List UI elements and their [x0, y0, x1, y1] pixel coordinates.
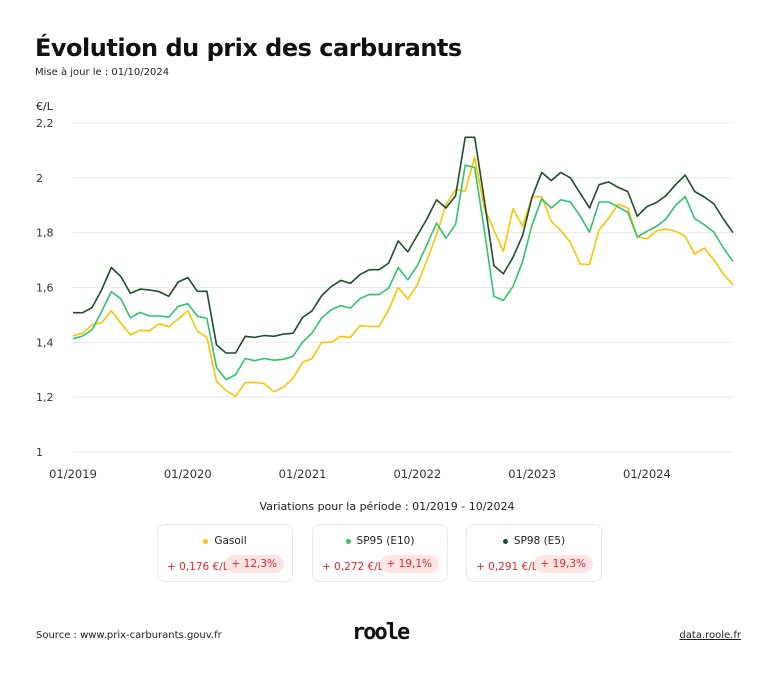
- card-label: SP95 (E10): [356, 535, 415, 547]
- variation-card-gasoil: Gasoil + 0,176 €/L + 12,3%: [157, 524, 293, 582]
- variation-absolute: + 0,176 €/L: [167, 561, 229, 573]
- series-line-sp95-e10-: [72, 164, 734, 381]
- sp95-dot-icon: [345, 538, 351, 544]
- x-tick-label: 01/2019: [49, 467, 97, 481]
- variation-percent-badge: + 12,3%: [224, 555, 284, 573]
- y-tick-label: 1,8: [36, 227, 54, 240]
- series-line-sp98-e5-: [73, 136, 734, 354]
- price-chart: €/L 1 1,2 1,4 1,6 1,8 2 2,2 01/2019 01/2020 01/20…: [36, 100, 734, 481]
- variation-card-sp95: SP95 (E10) + 0,272 €/L + 19,1%: [312, 524, 448, 582]
- y-axis-label: €/L: [36, 100, 54, 113]
- roole-logo: roole: [352, 620, 410, 645]
- variation-percent-badge: + 19,3%: [533, 555, 593, 573]
- source-text: Source : www.prix-carburants.gouv.fr: [36, 630, 222, 641]
- variation-absolute: + 0,291 €/L: [476, 561, 538, 573]
- y-tick-label: 2: [36, 172, 43, 185]
- y-tick-label: 2,2: [36, 117, 54, 130]
- y-tick-label: 1: [36, 446, 43, 459]
- y-tick-label: 1,6: [36, 282, 54, 295]
- x-tick-label: 01/2022: [393, 467, 441, 481]
- card-label: SP98 (E5): [513, 535, 566, 547]
- gasoil-dot-icon: [203, 538, 209, 544]
- variation-percent-badge: + 19,1%: [379, 555, 439, 573]
- x-tick-label: 01/2020: [164, 467, 212, 481]
- y-tick-label: 1,4: [36, 336, 54, 349]
- sp98-dot-icon: [502, 538, 508, 544]
- data-roole-link[interactable]: data.roole.fr: [679, 630, 741, 641]
- y-tick-label: 1,2: [36, 391, 54, 404]
- x-tick-label: 01/2024: [623, 467, 671, 481]
- variation-absolute: + 0,272 €/L: [322, 561, 384, 573]
- card-label: Gasoil: [214, 535, 247, 547]
- x-tick-label: 01/2023: [508, 467, 556, 481]
- series-line-gasoil: [72, 156, 734, 398]
- page-title: Évolution du prix des carburants: [35, 34, 462, 62]
- variations-title: Variations pour la période : 01/2019 - 1…: [259, 500, 515, 513]
- variation-card-sp98: SP98 (E5) + 0,291 €/L + 19,3%: [466, 524, 602, 582]
- update-date: Mise à jour le : 01/10/2024: [35, 67, 170, 78]
- x-tick-label: 01/2021: [279, 467, 327, 481]
